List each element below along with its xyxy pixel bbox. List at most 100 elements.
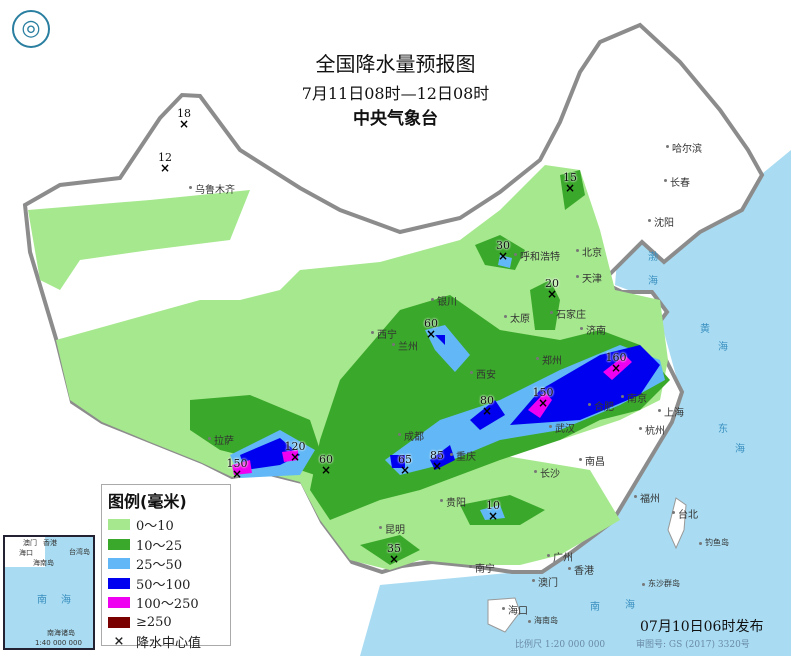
city-label: 北京 [576,244,602,259]
legend-title: 图例(毫米) [108,492,187,511]
legend-swatch [108,597,130,609]
city-label: 福州 [634,490,660,505]
rain-center: 150 × [532,386,554,410]
rain-center: 20 × [545,277,559,301]
rain-center: 18 × [177,107,191,131]
rain-center: 160 × [605,351,627,375]
city-label: 东沙群岛 [642,579,680,588]
forecast-period: 7月11日08时—12日08时 [301,84,490,103]
rain-center: 80 × [480,394,494,418]
sea-label: 海 [625,600,635,611]
city-label: 西安 [470,366,496,381]
legend-label: 25～50 [136,558,183,574]
rain-center: 35 × [387,542,401,566]
rain-0-10-area-west [28,190,250,290]
issuer: 中央气象台 [353,109,438,129]
map-approval-number: 审图号: GS (2017) 3320号 [636,640,750,650]
south-china-sea-inset: 澳门 香港 海口 海南岛 台湾岛 南 海 南海诸岛 1:40 000 000 [3,535,95,650]
city-label: 昆明 [379,521,405,536]
rain-center: 65 × [398,453,412,477]
legend-label: 0～10 [136,519,174,535]
legend-item: 25～50 [108,554,224,574]
cross-icon: × [113,634,125,650]
city-label: 西宁 [371,326,397,341]
rain-center: 10 × [486,499,500,523]
rain-center: 150 × [226,457,248,481]
sea-label: 海 [718,342,728,353]
rain-center: 30 × [496,239,510,263]
city-label: 济南 [580,322,606,337]
city-label: 太原 [504,310,530,325]
legend-label: 10～25 [136,538,183,554]
map-title: 全国降水量预报图 [315,52,476,76]
legend-swatch [108,616,130,628]
inset-label: 海口 [19,549,33,557]
issue-time: 07月10日06时发布 [640,619,764,635]
legend-item: × 降水中心值 [108,632,224,652]
legend-swatch [108,577,130,589]
sea-label: 渤 [648,252,658,263]
city-label: 长沙 [534,465,560,480]
rain-center: 12 × [158,151,172,175]
city-label: 香港 [568,562,594,577]
inset-label: 南海诸岛 [47,629,75,637]
legend-label: 50～100 [136,577,191,593]
inset-label: 台湾岛 [69,548,90,556]
rain-50-100-area [240,335,660,470]
city-label: 武汉 [549,420,575,435]
city-label: 重庆 [450,448,476,463]
sea-label: 南 [590,602,600,613]
city-label: 澳门 [532,574,558,589]
city-label: 石家庄 [550,306,586,321]
rain-center: 60 × [319,453,333,477]
legend-swatch [108,519,130,531]
legend: 图例(毫米) 0～10 10～25 25～50 50～100 100～250 ≥… [101,484,231,651]
city-label: 成都 [398,428,424,443]
inset-land [5,537,45,567]
legend-item: 50～100 [108,574,224,594]
city-label: 上海 [658,404,684,419]
legend-swatch [108,558,130,570]
inset-label: 南 [37,595,47,606]
city-label: 银川 [431,293,457,308]
legend-label: ≥250 [136,614,172,630]
inset-label: 海南岛 [33,559,54,567]
inset-scale: 1:40 000 000 [35,639,82,647]
taiwan-island [667,497,687,550]
city-label: 呼和浩特 [514,248,560,263]
city-label: 兰州 [392,338,418,353]
legend-label: 100～250 [136,597,199,613]
city-label: 合肥 [588,398,614,413]
city-label: 沈阳 [648,214,674,229]
city-label: 哈尔滨 [666,140,702,155]
city-label: 南宁 [469,560,495,575]
sea-label: 黄 [700,324,710,335]
city-label: 广州 [547,549,573,564]
city-label: 南昌 [579,453,605,468]
city-label: 乌鲁木齐 [189,181,235,196]
hainan-island [487,597,521,633]
city-label: 贵阳 [440,494,466,509]
city-label: 海南岛 [528,616,558,625]
inset-label: 澳门 [23,539,37,547]
city-label: 郑州 [536,352,562,367]
sea-label: 东 [718,424,728,435]
legend-item: 10～25 [108,535,224,555]
sea-label: 海 [648,276,658,287]
legend-label: 降水中心值 [136,636,202,652]
rain-center: 120 × [284,440,306,464]
map-scale: 比例尺 1:20 000 000 [515,640,606,650]
legend-item: 0～10 [108,515,224,535]
legend-item: 100～250 [108,593,224,613]
city-label: 南京 [621,390,647,405]
city-label: 钓鱼岛 [699,538,729,547]
city-label: 天津 [576,270,602,285]
legend-item: ≥250 [108,613,224,633]
cma-logo: ◎ [12,10,50,48]
inset-label: 海 [61,595,71,606]
sea-label: 海 [735,444,745,455]
rain-center: 60 × [424,317,438,341]
rain-center: 15 × [563,171,577,195]
